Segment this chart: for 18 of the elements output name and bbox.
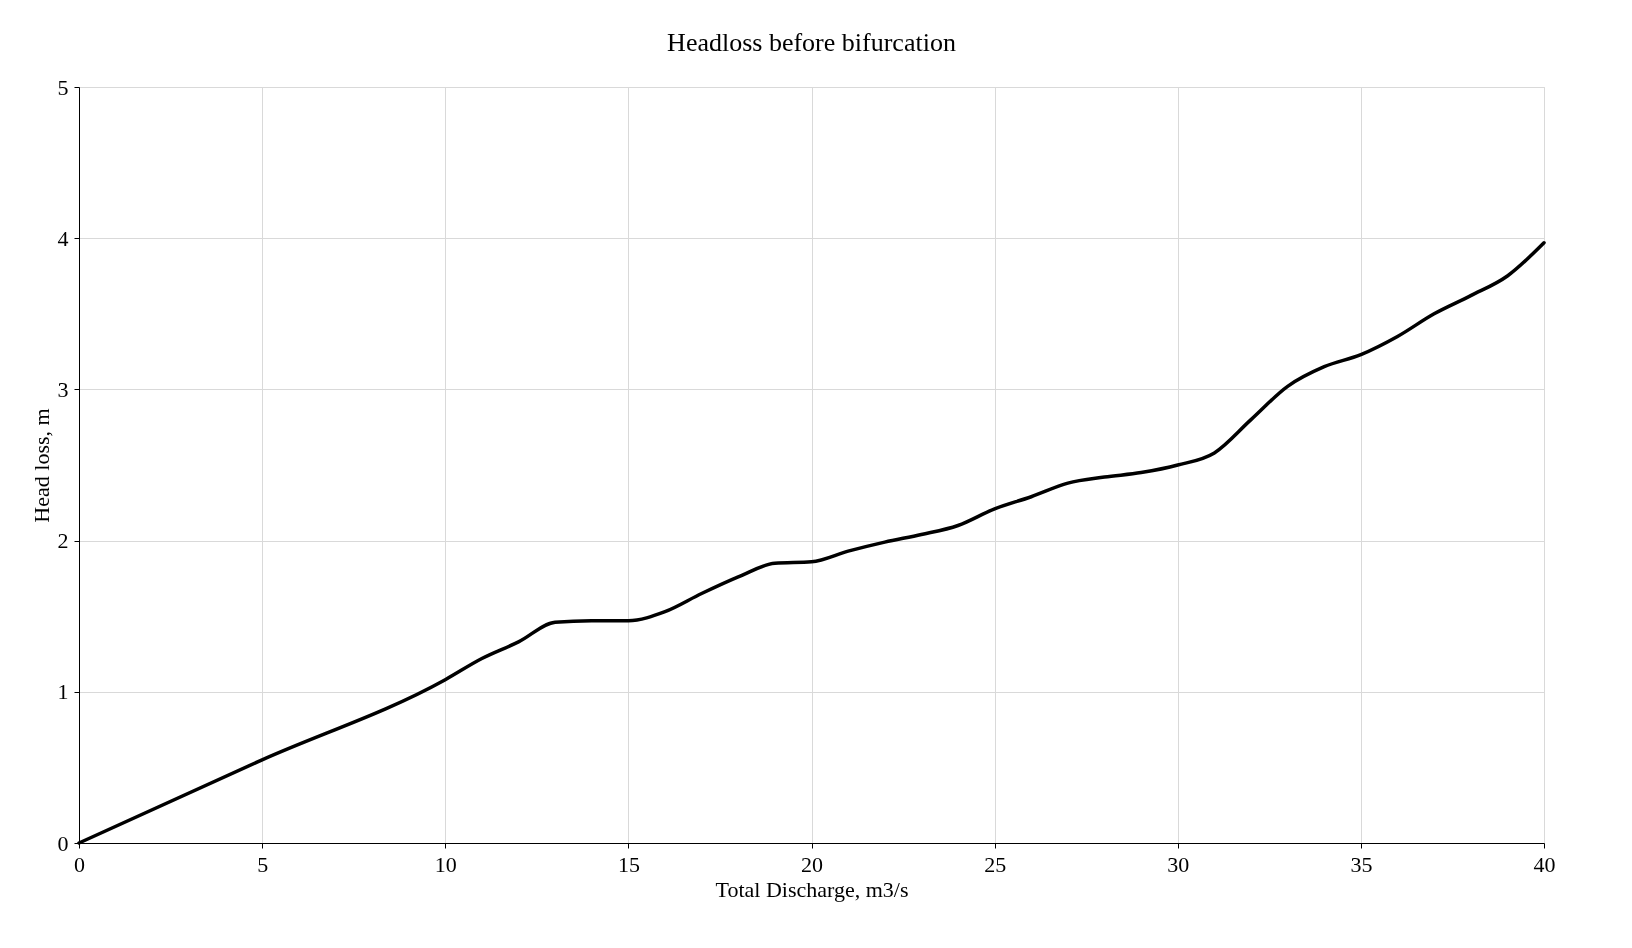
x-tick-label: 20: [801, 851, 823, 877]
x-tick-label: 35: [1350, 851, 1373, 877]
y-tick-label: 4: [57, 225, 69, 251]
x-tick-label: 5: [257, 851, 269, 877]
x-axis-title: Total Discharge, m3/s: [715, 876, 909, 902]
y-tick-label: 0: [57, 830, 69, 856]
x-tick-label: 10: [434, 851, 457, 877]
y-tick-label: 1: [57, 679, 69, 705]
y-tick-label: 5: [57, 74, 69, 100]
y-tick-label: 2: [57, 528, 69, 554]
chart-title: Headloss before bifurcation: [667, 28, 956, 57]
x-tick-label: 40: [1533, 851, 1556, 877]
x-tick-label: 0: [74, 851, 85, 877]
x-tick-label: 30: [1167, 851, 1190, 877]
y-tick-label: 3: [57, 376, 69, 402]
y-axis-title: Head loss, m: [28, 408, 54, 523]
x-tick-label: 15: [617, 851, 640, 877]
x-tick-label: 25: [984, 851, 1007, 877]
